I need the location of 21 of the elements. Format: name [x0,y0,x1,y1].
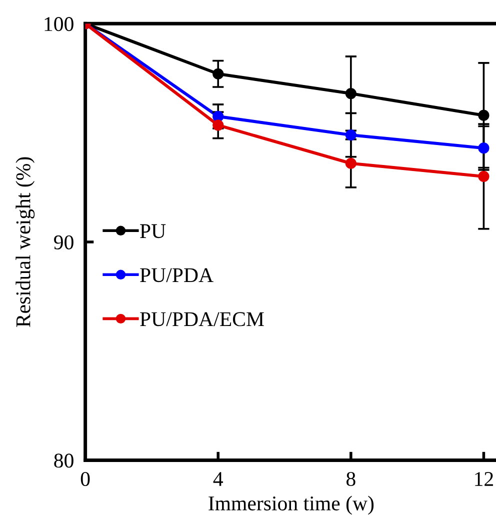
point [212,110,224,122]
legend-label: PU/PDA [140,268,214,282]
point [478,110,490,121]
point [212,68,224,80]
y-tick-label: 90 [54,235,74,250]
x-axis-title: Immersion time (w) [208,496,374,515]
x-tick-label: 4 [213,472,223,486]
legend-label: PU [140,224,166,238]
point [478,170,490,182]
point [345,129,356,141]
point [212,120,224,131]
point [345,158,356,169]
legend-label: PU/PDA/ECM [140,312,264,326]
y-tick-label: 80 [54,454,74,468]
x-tick-label: 0 [80,472,90,486]
y-tick-label: 100 [44,17,74,32]
x-tick-label: 8 [346,472,356,486]
y-axis-title: Residual weight (%) [16,157,35,327]
point [345,88,356,100]
point [478,142,490,154]
x-tick-label: 12 [475,472,493,486]
